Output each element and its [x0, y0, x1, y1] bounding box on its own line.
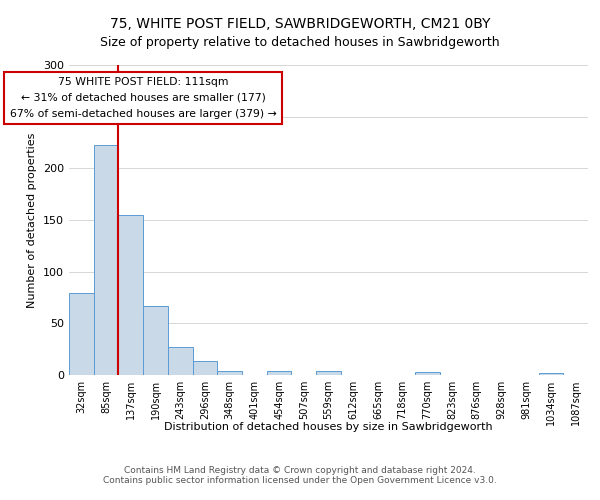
Bar: [118, 215, 143, 375]
Bar: [267, 371, 292, 375]
Text: Size of property relative to detached houses in Sawbridgeworth: Size of property relative to detached ho…: [100, 36, 500, 49]
Y-axis label: Number of detached properties: Number of detached properties: [28, 132, 37, 308]
Bar: [69, 294, 94, 375]
Bar: [316, 371, 341, 375]
Bar: [193, 360, 217, 375]
Bar: [143, 306, 168, 375]
Bar: [168, 347, 193, 375]
Text: Contains HM Land Registry data © Crown copyright and database right 2024.: Contains HM Land Registry data © Crown c…: [124, 466, 476, 475]
Text: Contains public sector information licensed under the Open Government Licence v3: Contains public sector information licen…: [103, 476, 497, 485]
Bar: [94, 144, 118, 375]
Text: 75, WHITE POST FIELD, SAWBRIDGEWORTH, CM21 0BY: 75, WHITE POST FIELD, SAWBRIDGEWORTH, CM…: [110, 18, 490, 32]
Bar: [217, 371, 242, 375]
Text: 75 WHITE POST FIELD: 111sqm
← 31% of detached houses are smaller (177)
67% of se: 75 WHITE POST FIELD: 111sqm ← 31% of det…: [10, 78, 277, 118]
Bar: [415, 372, 440, 375]
Text: Distribution of detached houses by size in Sawbridgeworth: Distribution of detached houses by size …: [164, 422, 493, 432]
Bar: [539, 373, 563, 375]
